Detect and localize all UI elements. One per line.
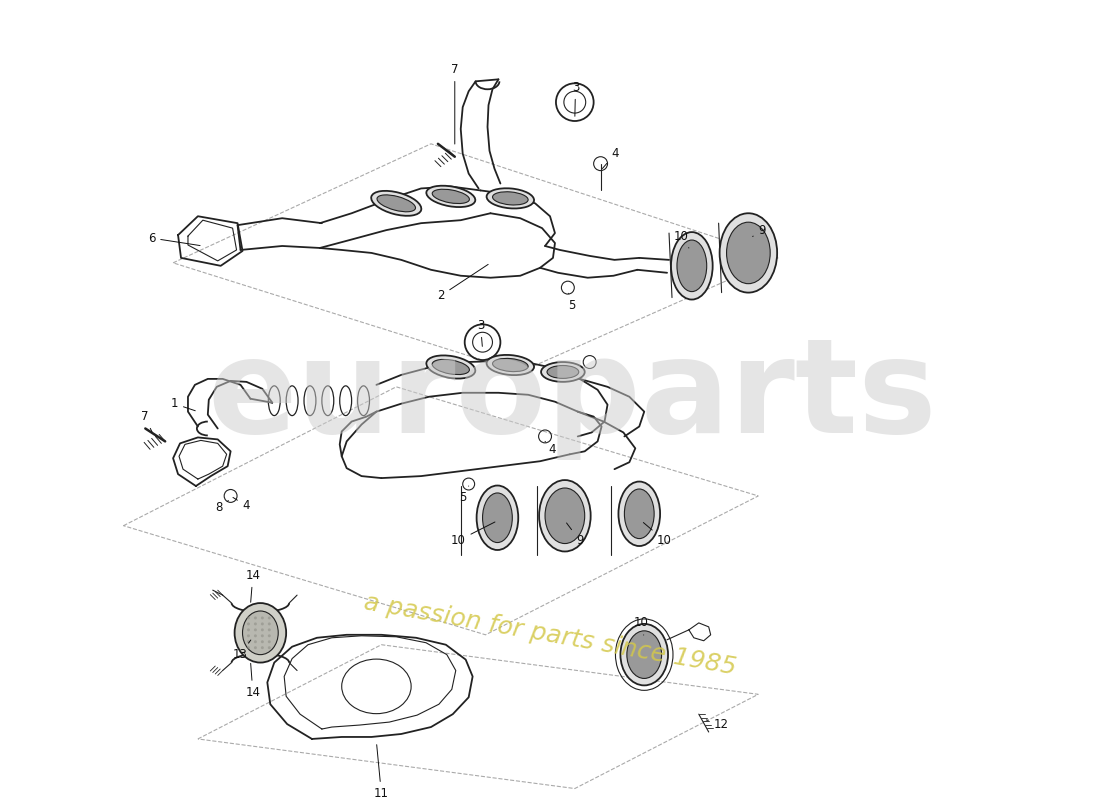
Ellipse shape [254, 617, 257, 619]
Ellipse shape [261, 622, 264, 626]
Ellipse shape [267, 634, 271, 638]
Text: 10: 10 [644, 522, 672, 547]
Ellipse shape [267, 622, 271, 626]
Ellipse shape [254, 628, 257, 631]
Ellipse shape [547, 366, 579, 378]
Ellipse shape [486, 355, 535, 375]
Ellipse shape [267, 646, 271, 649]
Text: 7: 7 [451, 63, 459, 144]
Ellipse shape [261, 628, 264, 631]
Ellipse shape [254, 634, 257, 638]
Text: 4: 4 [233, 498, 250, 512]
Text: 9: 9 [752, 224, 766, 237]
Ellipse shape [248, 628, 250, 631]
Text: 3: 3 [477, 319, 484, 346]
Ellipse shape [254, 622, 257, 626]
Text: 3: 3 [572, 81, 580, 116]
Text: 10: 10 [451, 522, 495, 547]
Ellipse shape [248, 640, 250, 643]
Ellipse shape [254, 646, 257, 649]
Ellipse shape [371, 191, 421, 216]
Ellipse shape [432, 190, 470, 203]
Text: 5: 5 [568, 294, 575, 312]
Ellipse shape [377, 195, 416, 212]
Ellipse shape [493, 358, 528, 372]
Ellipse shape [267, 640, 271, 643]
Text: 11: 11 [374, 745, 389, 800]
Ellipse shape [618, 482, 660, 546]
Ellipse shape [625, 489, 654, 538]
Text: 8: 8 [214, 501, 229, 514]
Ellipse shape [539, 480, 591, 551]
Ellipse shape [267, 628, 271, 631]
Ellipse shape [483, 493, 513, 542]
Ellipse shape [727, 222, 770, 284]
Text: 14: 14 [245, 663, 261, 699]
Ellipse shape [671, 232, 713, 299]
Text: 5: 5 [459, 486, 469, 505]
Ellipse shape [261, 646, 264, 649]
Ellipse shape [248, 634, 250, 638]
Ellipse shape [541, 362, 585, 382]
Text: 10: 10 [634, 616, 649, 635]
Ellipse shape [254, 640, 257, 643]
Text: a passion for parts since 1985: a passion for parts since 1985 [362, 590, 738, 679]
Ellipse shape [493, 192, 528, 205]
Ellipse shape [248, 617, 250, 619]
Ellipse shape [432, 359, 470, 374]
Text: 7: 7 [141, 410, 152, 432]
Ellipse shape [620, 624, 668, 686]
Ellipse shape [544, 488, 585, 543]
Ellipse shape [234, 603, 286, 662]
Text: 2: 2 [437, 264, 488, 302]
Ellipse shape [261, 634, 264, 638]
Ellipse shape [427, 355, 475, 378]
Ellipse shape [427, 186, 475, 207]
Text: 10: 10 [673, 230, 689, 248]
Ellipse shape [476, 486, 518, 550]
Ellipse shape [248, 646, 250, 649]
Ellipse shape [261, 640, 264, 643]
Text: 9: 9 [566, 523, 583, 547]
Ellipse shape [248, 622, 250, 626]
Text: europarts: europarts [207, 334, 936, 460]
Ellipse shape [627, 631, 661, 678]
Ellipse shape [486, 188, 535, 209]
Text: 1: 1 [170, 397, 196, 410]
Ellipse shape [242, 611, 278, 654]
Text: 4: 4 [603, 147, 619, 169]
Ellipse shape [261, 617, 264, 619]
Ellipse shape [267, 617, 271, 619]
Text: 12: 12 [706, 718, 728, 730]
Text: 13: 13 [232, 640, 251, 661]
Text: 14: 14 [245, 569, 261, 602]
Text: 6: 6 [147, 231, 200, 246]
Ellipse shape [719, 214, 777, 293]
Ellipse shape [676, 240, 706, 292]
Text: 4: 4 [544, 442, 556, 456]
